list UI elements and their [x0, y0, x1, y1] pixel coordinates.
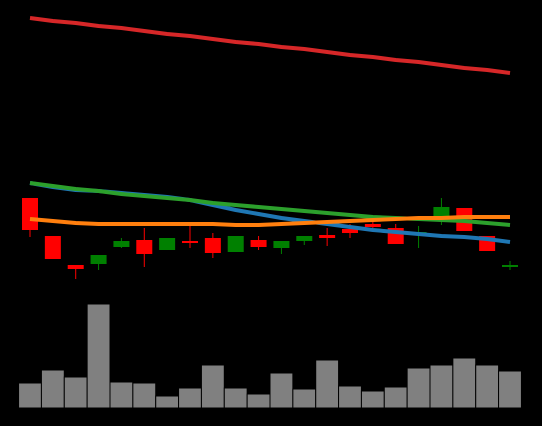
volume-bar — [360, 390, 385, 409]
volume-bar — [338, 385, 362, 409]
candle-body — [90, 255, 107, 264]
volume-bar — [315, 359, 340, 409]
volume-bar — [223, 387, 248, 409]
volume-bar — [63, 376, 88, 409]
volume-bar — [475, 364, 500, 409]
volume-bar — [246, 393, 271, 409]
candle-body — [113, 241, 130, 247]
volume-bar — [86, 303, 111, 409]
candle-body — [433, 207, 450, 218]
candle-body — [136, 240, 153, 254]
candle-body — [44, 236, 61, 259]
candle-body — [67, 265, 84, 269]
candle-body — [342, 229, 358, 233]
candle-body — [273, 241, 290, 248]
candle-body — [204, 238, 221, 253]
moving-average-line — [29, 16, 511, 75]
candle-body — [296, 236, 313, 241]
moving-average-line — [29, 215, 510, 227]
candle-body — [502, 265, 518, 267]
volume-bar — [498, 370, 522, 409]
candle-body — [319, 235, 336, 238]
candle-body — [182, 241, 198, 243]
volume-bar — [452, 357, 477, 409]
volume-bar — [109, 381, 134, 409]
volume-bar — [429, 364, 454, 409]
candle-body — [250, 240, 267, 247]
volume-bar — [155, 395, 180, 409]
volume-bar — [406, 367, 431, 409]
volume-bar — [292, 388, 317, 409]
volume-bar — [383, 386, 408, 409]
candle-body — [22, 198, 38, 230]
candle-body — [159, 238, 176, 250]
candle-body — [364, 224, 381, 227]
volume-bar — [178, 387, 202, 409]
volume-bar — [40, 369, 65, 409]
volume-bar — [200, 364, 225, 409]
volume-bar — [132, 382, 157, 409]
volume-bar — [269, 372, 294, 409]
candle-body — [227, 236, 244, 252]
volume-bar — [18, 382, 42, 409]
